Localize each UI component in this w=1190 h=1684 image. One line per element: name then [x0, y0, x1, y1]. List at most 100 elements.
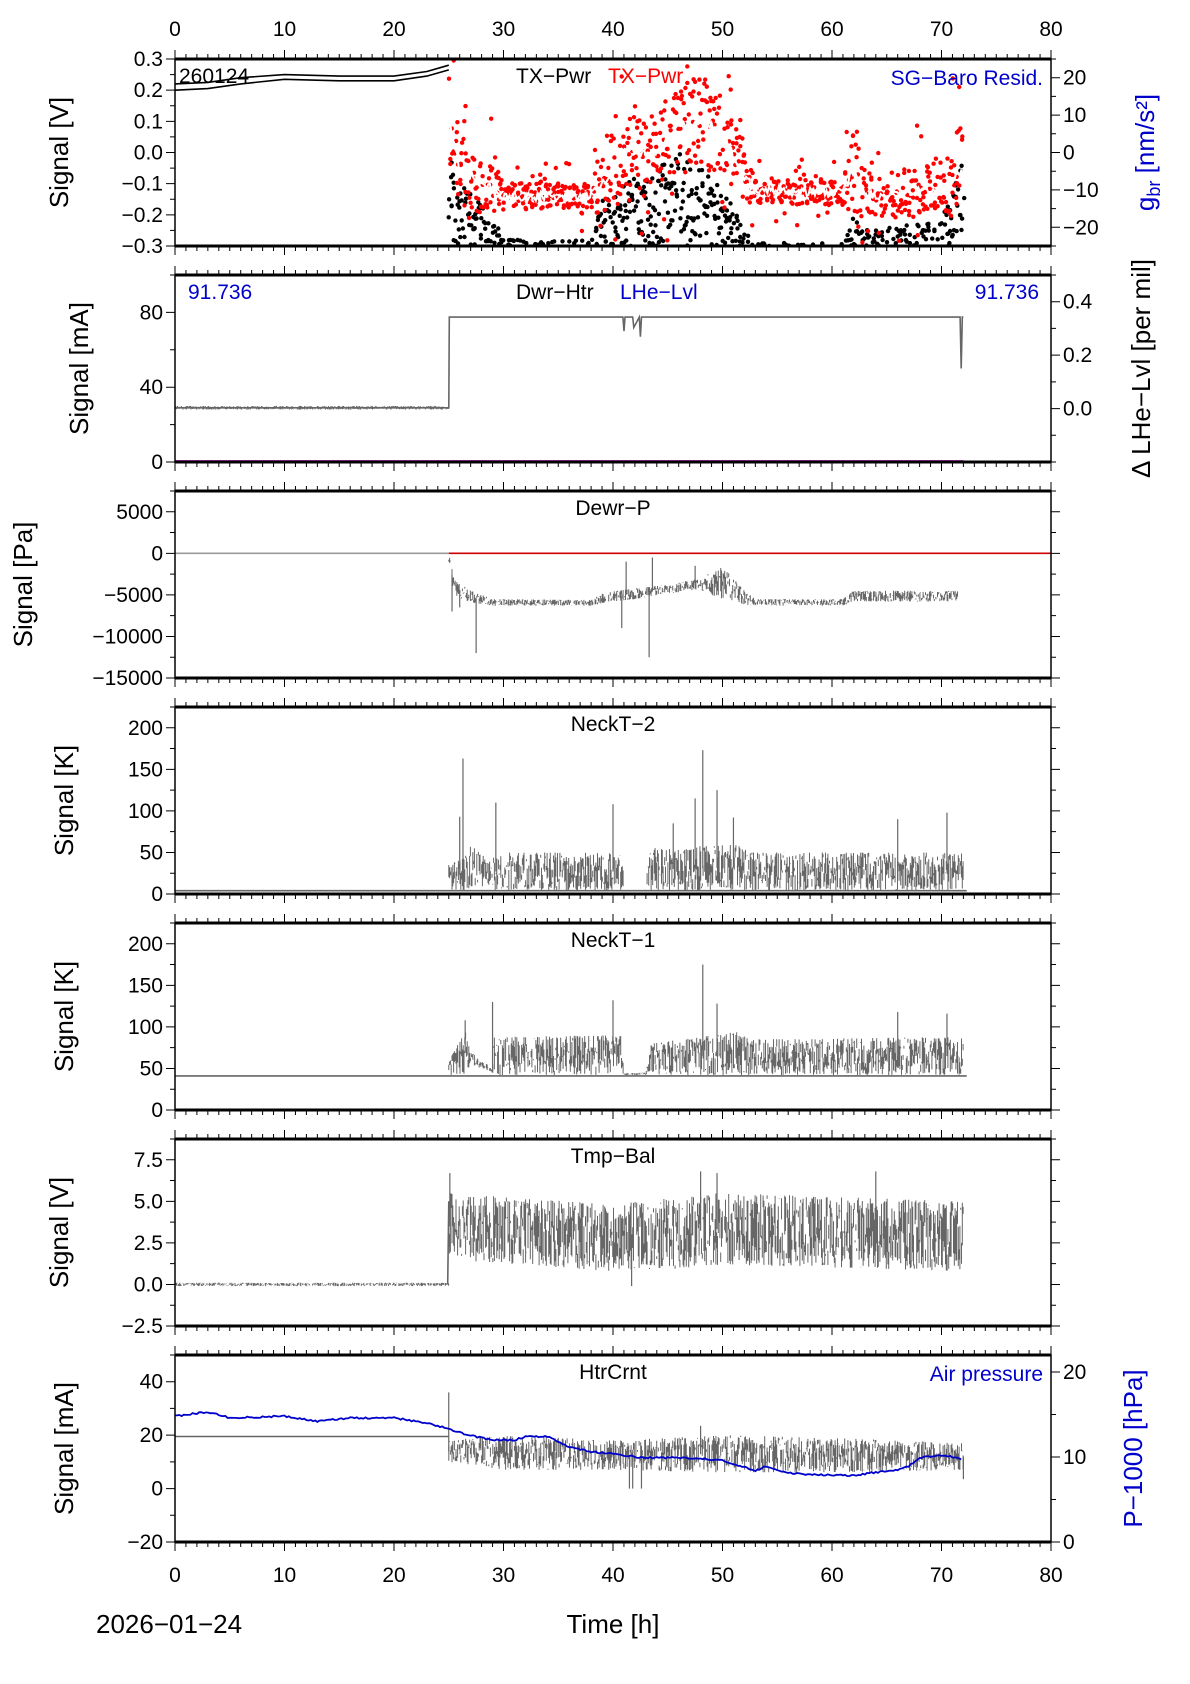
data-point: [889, 170, 894, 175]
data-point: [492, 240, 497, 245]
data-point: [506, 185, 511, 190]
data-point: [589, 237, 595, 242]
data-point: [736, 148, 741, 153]
data-point: [598, 233, 604, 239]
data-point: [474, 216, 479, 221]
y-tick-label: 0.3: [134, 48, 163, 71]
data-point: [699, 167, 705, 173]
data-point: [613, 173, 619, 179]
data-point: [519, 181, 524, 186]
data-point: [724, 208, 730, 213]
data-point: [858, 208, 863, 213]
data-point: [915, 233, 920, 238]
data-point: [716, 215, 721, 220]
data-point: [460, 226, 466, 231]
data-point: [895, 208, 901, 213]
data-point: [665, 210, 671, 215]
data-point: [683, 222, 688, 228]
data-point: [615, 201, 620, 207]
data-point: [881, 186, 886, 191]
data-point: [902, 170, 907, 176]
data-point: [467, 211, 472, 216]
data-point: [621, 215, 626, 221]
data-point: [625, 140, 630, 146]
data-point: [962, 195, 967, 201]
data-point: [488, 239, 493, 244]
data-point: [585, 183, 591, 189]
data-point: [720, 199, 725, 205]
data-point: [488, 200, 493, 205]
y-tick-label: 150: [128, 758, 163, 781]
data-point: [659, 183, 664, 188]
data-point: [914, 240, 919, 246]
data-point: [697, 233, 703, 238]
data-point: [933, 156, 939, 161]
data-point: [634, 166, 639, 171]
data-point: [462, 234, 467, 240]
data-point: [496, 233, 502, 238]
data-point: [843, 170, 848, 175]
data-point: [912, 168, 917, 174]
panel-title: TX−Pwr: [516, 65, 591, 88]
data-point: [854, 220, 860, 225]
data-point: [459, 198, 464, 203]
data-point: [906, 208, 912, 214]
data-point: [621, 134, 626, 139]
y-tick-label: 150: [128, 974, 163, 997]
data-point: [859, 214, 864, 219]
data-point: [942, 222, 948, 227]
data-point: [648, 144, 653, 150]
x-tick-label-bottom: 40: [601, 1564, 624, 1587]
data-point: [758, 196, 763, 202]
y-tick-label: 0.0: [134, 142, 163, 165]
data-point: [653, 223, 658, 228]
data-point: [612, 209, 618, 215]
data-point: [595, 159, 600, 164]
data-point: [830, 185, 836, 190]
data-point: [474, 185, 479, 190]
x-tick-label-top: 50: [711, 18, 734, 41]
y-tick-label: 100: [128, 800, 163, 823]
data-point: [682, 117, 687, 122]
data-point: [704, 230, 709, 236]
data-point: [853, 142, 858, 147]
noise-band: [448, 557, 958, 606]
data-point: [885, 184, 890, 189]
y-tick-label: 200: [128, 717, 163, 740]
data-point: [573, 238, 579, 243]
data-point: [499, 178, 504, 183]
y-tick-label: 0: [151, 451, 163, 474]
data-point: [712, 106, 717, 112]
data-point: [658, 166, 664, 171]
data-point: [733, 238, 738, 243]
y-axis-label: Signal [Pa]: [8, 522, 38, 648]
data-point: [546, 241, 551, 246]
data-point: [924, 164, 930, 169]
data-point: [686, 112, 691, 117]
data-point: [644, 177, 649, 182]
data-point: [569, 201, 575, 206]
data-point: [657, 130, 663, 136]
data-point: [729, 226, 734, 231]
series-line: [175, 69, 450, 91]
right-series-label: SG−Baro Resid.: [891, 67, 1043, 90]
data-point: [891, 236, 896, 242]
data-point: [637, 118, 642, 123]
panel-title: HtrCrnt: [579, 1361, 647, 1384]
data-point: [604, 133, 610, 138]
data-point: [459, 140, 465, 145]
data-point: [921, 195, 926, 200]
data-point: [648, 214, 653, 219]
data-point: [499, 186, 504, 192]
panel-1: −0.3 −0.2 −0.1 0.0 0.1 0.2 0.3 Signal [V] −20 −10…: [44, 48, 1164, 258]
data-point: [942, 178, 947, 183]
air-pressure-line: [175, 1411, 962, 1478]
data-point: [734, 215, 739, 220]
data-point: [742, 160, 748, 165]
data-point: [722, 205, 727, 210]
series-line: [175, 314, 964, 409]
data-point: [927, 186, 932, 191]
data-point: [863, 187, 869, 192]
data-point: [650, 176, 655, 181]
data-point: [552, 239, 557, 244]
